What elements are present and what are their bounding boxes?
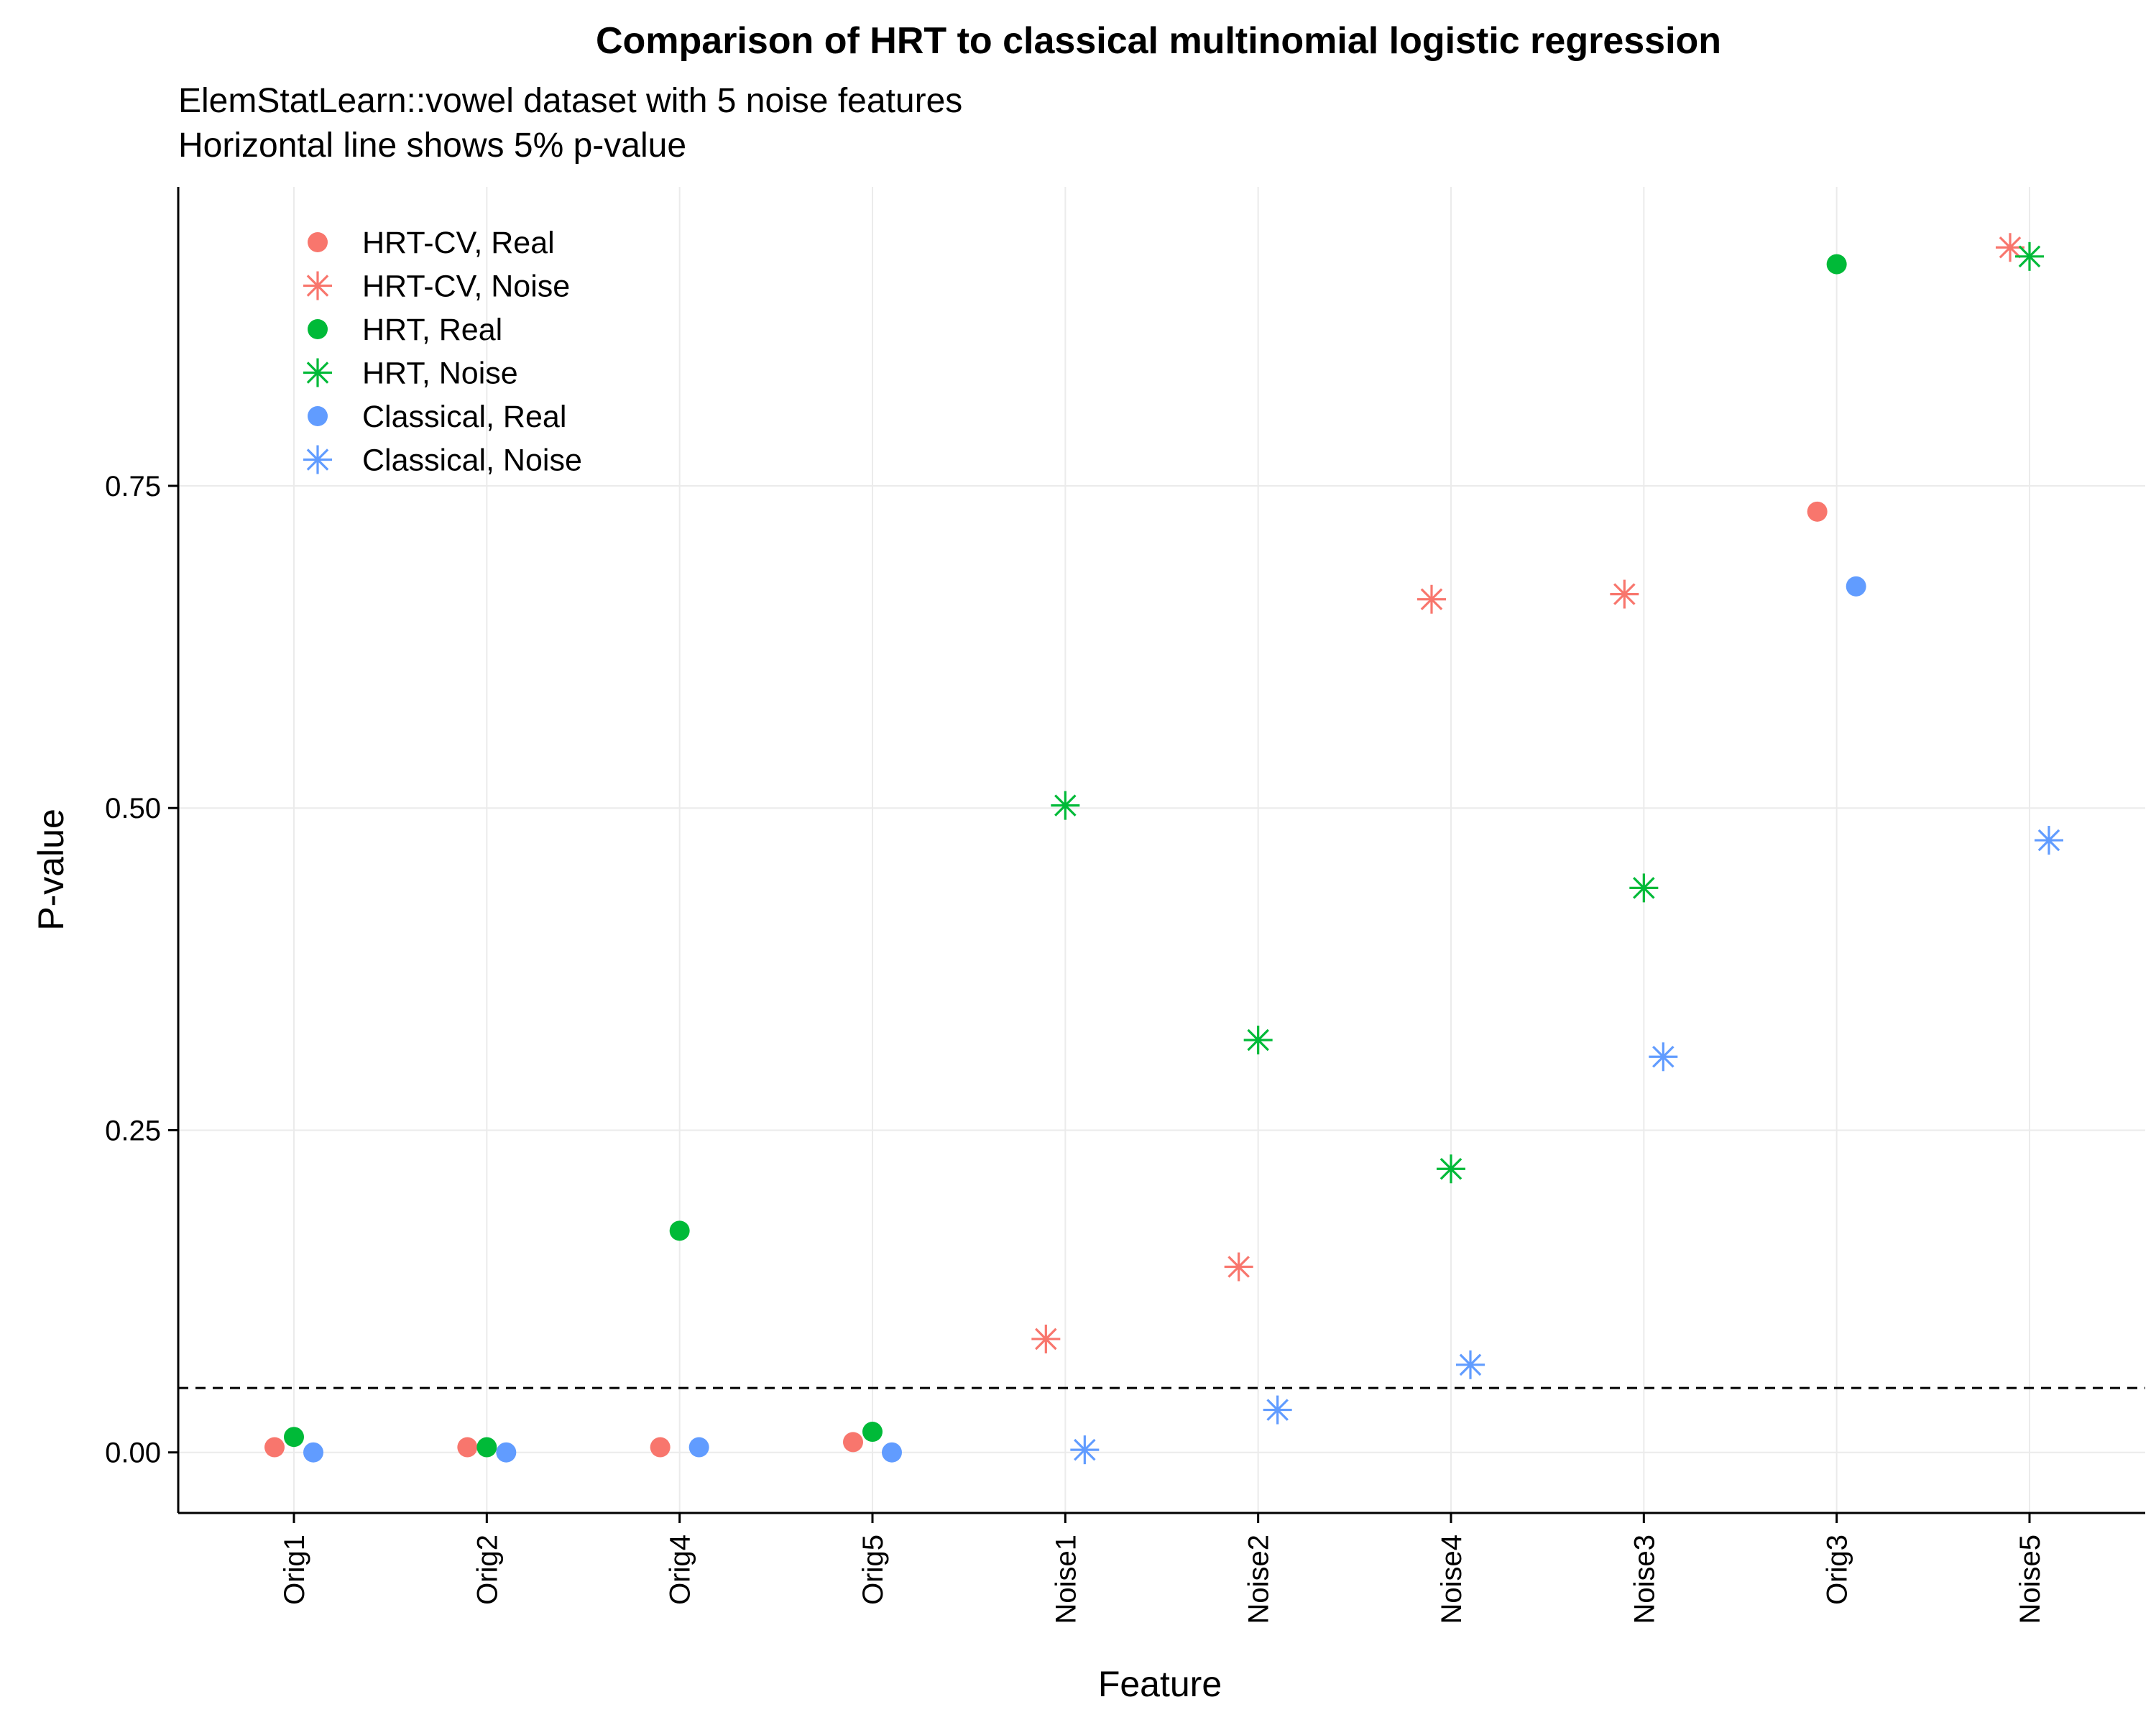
data-point	[476, 1437, 497, 1458]
legend-key	[303, 358, 332, 387]
legend-key	[303, 445, 332, 474]
data-point	[1826, 254, 1847, 275]
x-tick-label: Noise1	[1050, 1535, 1082, 1624]
y-tick-label: 0.75	[105, 471, 161, 502]
data-point	[1051, 791, 1080, 820]
legend-entry: Classical, Real	[308, 400, 566, 434]
data-point	[1846, 576, 1866, 597]
legend-entry: HRT-CV, Real	[308, 226, 555, 260]
x-tick-label: Noise3	[1628, 1535, 1660, 1624]
data-point	[1263, 1395, 1292, 1425]
data-point	[1031, 1324, 1061, 1353]
y-tick-label: 0.50	[105, 793, 161, 824]
data-point	[1456, 1350, 1485, 1379]
x-tick-label: Noise2	[1243, 1535, 1275, 1624]
data-point	[882, 1442, 902, 1463]
data-point	[264, 1437, 285, 1458]
x-tick-label: Orig5	[857, 1535, 889, 1605]
data-point	[303, 1442, 323, 1463]
legend-label: Classical, Real	[362, 400, 566, 434]
legend-label: Classical, Noise	[362, 443, 582, 478]
x-axis-title: Feature	[1098, 1664, 1222, 1704]
chart-title: Comparison of HRT to classical multinomi…	[596, 20, 1721, 62]
data-points	[264, 233, 2063, 1465]
x-tick-label: Orig4	[665, 1535, 696, 1605]
data-point	[284, 1427, 304, 1448]
x-tick-label: Noise5	[2014, 1535, 2046, 1624]
legend-key	[308, 319, 328, 339]
x-tick-label: Orig2	[471, 1535, 503, 1605]
x-tick-label: Orig1	[279, 1535, 310, 1605]
data-point	[2015, 242, 2044, 271]
legend-label: HRT-CV, Noise	[362, 270, 570, 304]
data-point	[688, 1437, 709, 1458]
legend-key	[303, 271, 332, 300]
data-point	[457, 1437, 478, 1458]
legend: HRT-CV, Real HRT-CV, Noise HRT, Real HRT, N…	[303, 226, 582, 478]
data-point	[1243, 1025, 1273, 1054]
legend-key	[308, 232, 328, 252]
data-point	[1649, 1042, 1678, 1072]
legend-entry: HRT-CV, Noise	[303, 270, 570, 304]
legend-label: HRT, Noise	[362, 356, 518, 391]
y-axis-title: P-value	[31, 809, 71, 931]
legend-entry: HRT, Noise	[303, 356, 518, 391]
y-tick-label: 0.00	[105, 1438, 161, 1469]
axes: 0.00 0.25 0.50 0.75 Orig1 Orig2 Orig4 Orig5 Nois…	[105, 187, 2145, 1624]
chart-subtitle-line-1: ElemStatLearn::vowel dataset with 5 nois…	[178, 82, 962, 120]
data-point	[1807, 501, 1828, 522]
y-tick-label: 0.25	[105, 1115, 161, 1146]
chart-subtitle-line-2: Horizontal line shows 5% p-value	[178, 126, 686, 165]
data-point	[496, 1442, 517, 1463]
legend-key	[308, 406, 328, 426]
legend-label: HRT-CV, Real	[362, 226, 555, 260]
data-point	[650, 1437, 671, 1458]
data-point	[1610, 579, 1639, 609]
data-point	[1629, 873, 1659, 903]
data-point	[669, 1220, 690, 1241]
data-point	[1070, 1435, 1100, 1465]
legend-entry: HRT, Real	[308, 313, 502, 347]
legend-entry: Classical, Noise	[303, 443, 582, 478]
data-point	[2035, 826, 2063, 855]
x-tick-label: Orig3	[1822, 1535, 1853, 1605]
data-point	[862, 1422, 883, 1443]
data-point	[1417, 584, 1446, 614]
data-point	[843, 1432, 863, 1453]
legend-label: HRT, Real	[362, 313, 502, 347]
data-point	[1224, 1252, 1253, 1282]
data-point	[1437, 1154, 1465, 1184]
x-tick-label: Noise4	[1436, 1535, 1468, 1624]
